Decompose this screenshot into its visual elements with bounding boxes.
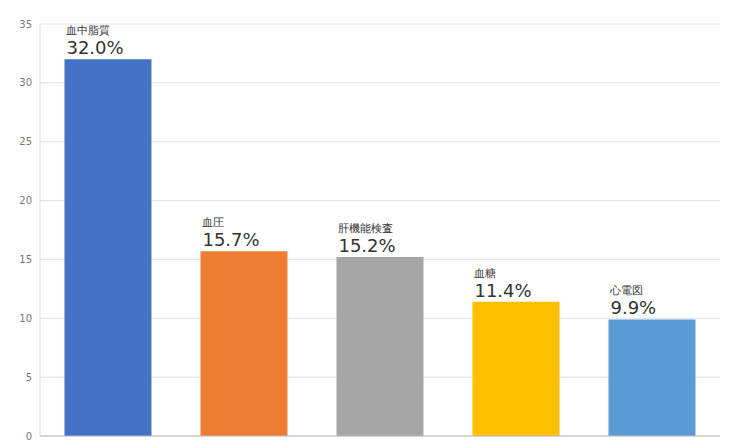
- svg-text:11.4%: 11.4%: [474, 280, 531, 301]
- svg-text:血中脂質: 血中脂質: [66, 24, 110, 37]
- svg-text:15.7%: 15.7%: [202, 229, 259, 250]
- svg-text:20: 20: [19, 195, 32, 206]
- svg-text:32.0%: 32.0%: [66, 37, 123, 58]
- svg-text:血圧: 血圧: [202, 216, 224, 229]
- svg-text:15.2%: 15.2%: [338, 235, 395, 256]
- svg-text:30: 30: [19, 77, 32, 88]
- svg-text:25: 25: [19, 136, 32, 147]
- svg-text:15: 15: [19, 254, 32, 265]
- svg-text:35: 35: [19, 19, 32, 30]
- svg-text:血糖: 血糖: [474, 267, 496, 280]
- svg-text:9.9%: 9.9%: [610, 297, 656, 318]
- svg-text:肝機能検査: 肝機能検査: [338, 222, 393, 235]
- svg-text:0: 0: [26, 431, 32, 442]
- svg-text:心電図: 心電図: [609, 284, 643, 297]
- svg-text:10: 10: [19, 313, 32, 324]
- svg-text:5: 5: [26, 372, 32, 383]
